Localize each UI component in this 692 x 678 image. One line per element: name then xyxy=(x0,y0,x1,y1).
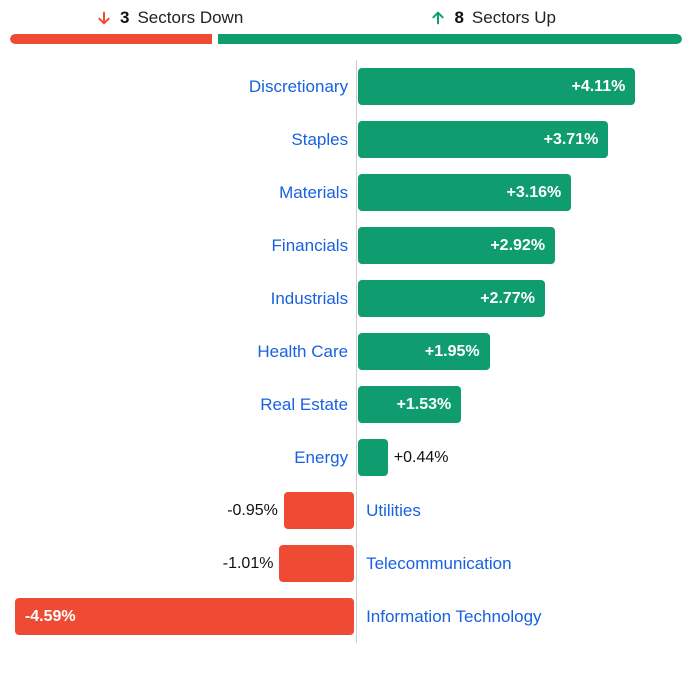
sector-value: +0.44% xyxy=(394,439,449,476)
sector-label[interactable]: Information Technology xyxy=(366,598,541,635)
sector-label[interactable]: Materials xyxy=(279,174,348,211)
sector-label[interactable]: Staples xyxy=(291,121,348,158)
summary-proportion-bar xyxy=(10,34,682,44)
sector-bar-positive: +2.92% xyxy=(358,227,555,264)
sector-value: +2.77% xyxy=(480,290,535,308)
sector-label[interactable]: Energy xyxy=(294,439,348,476)
sectors-down-label: Sectors Down xyxy=(137,8,243,28)
sectors-up-group: 8 Sectors Up xyxy=(430,8,556,28)
sector-row: +2.92% Financials xyxy=(10,219,682,272)
sector-row: -4.59% Information Technology xyxy=(10,590,682,643)
sector-row: +3.16% Materials xyxy=(10,166,682,219)
sector-row: -0.95% Utilities xyxy=(10,484,682,537)
sector-bar-negative xyxy=(284,492,354,529)
sector-value: -1.01% xyxy=(223,545,274,582)
sectors-down-count: 3 xyxy=(120,8,129,28)
sector-label[interactable]: Financials xyxy=(272,227,349,264)
sector-bar-positive xyxy=(358,439,388,476)
sector-bar-negative: -4.59% xyxy=(15,598,354,635)
arrow-up-icon xyxy=(430,10,446,26)
sectors-up-label: Sectors Up xyxy=(472,8,556,28)
sectors-diverging-bar-chart: +4.11% Discretionary +3.71% Staples +3.16% Ma… xyxy=(10,60,682,643)
sector-bar-positive: +1.95% xyxy=(358,333,490,370)
sector-label[interactable]: Telecommunication xyxy=(366,545,512,582)
sector-value: +1.53% xyxy=(397,396,452,414)
sector-value: +4.11% xyxy=(571,78,625,96)
summary-bar-up-segment xyxy=(218,34,682,44)
sector-bar-positive: +3.71% xyxy=(358,121,608,158)
sector-row: +0.44% Energy xyxy=(10,431,682,484)
sectors-down-group: 3 Sectors Down xyxy=(96,8,243,28)
sector-label[interactable]: Discretionary xyxy=(249,68,348,105)
sector-bar-positive: +2.77% xyxy=(358,280,545,317)
sector-label[interactable]: Industrials xyxy=(271,280,348,317)
arrow-down-icon xyxy=(96,10,112,26)
sector-bar-negative xyxy=(279,545,354,582)
summary-header: 3 Sectors Down 8 Sectors Up xyxy=(10,8,682,34)
sector-bar-positive: +4.11% xyxy=(358,68,635,105)
sector-row: +2.77% Industrials xyxy=(10,272,682,325)
sector-bar-positive: +3.16% xyxy=(358,174,571,211)
sector-bar-positive: +1.53% xyxy=(358,386,461,423)
sector-value: -4.59% xyxy=(25,608,76,626)
sector-value: +2.92% xyxy=(490,237,545,255)
sector-value: +1.95% xyxy=(425,343,480,361)
sector-value: +3.16% xyxy=(507,184,562,202)
summary-bar-down-segment xyxy=(10,34,212,44)
sector-row: -1.01% Telecommunication xyxy=(10,537,682,590)
sector-row: +1.95% Health Care xyxy=(10,325,682,378)
sectors-up-count: 8 xyxy=(454,8,463,28)
sector-label[interactable]: Health Care xyxy=(257,333,348,370)
sector-label[interactable]: Utilities xyxy=(366,492,421,529)
sector-row: +3.71% Staples xyxy=(10,113,682,166)
sector-value: -0.95% xyxy=(227,492,278,529)
sector-label[interactable]: Real Estate xyxy=(260,386,348,423)
sector-row: +1.53% Real Estate xyxy=(10,378,682,431)
sector-value: +3.71% xyxy=(544,131,599,149)
sector-row: +4.11% Discretionary xyxy=(10,60,682,113)
summary-bar-gap xyxy=(212,34,218,44)
